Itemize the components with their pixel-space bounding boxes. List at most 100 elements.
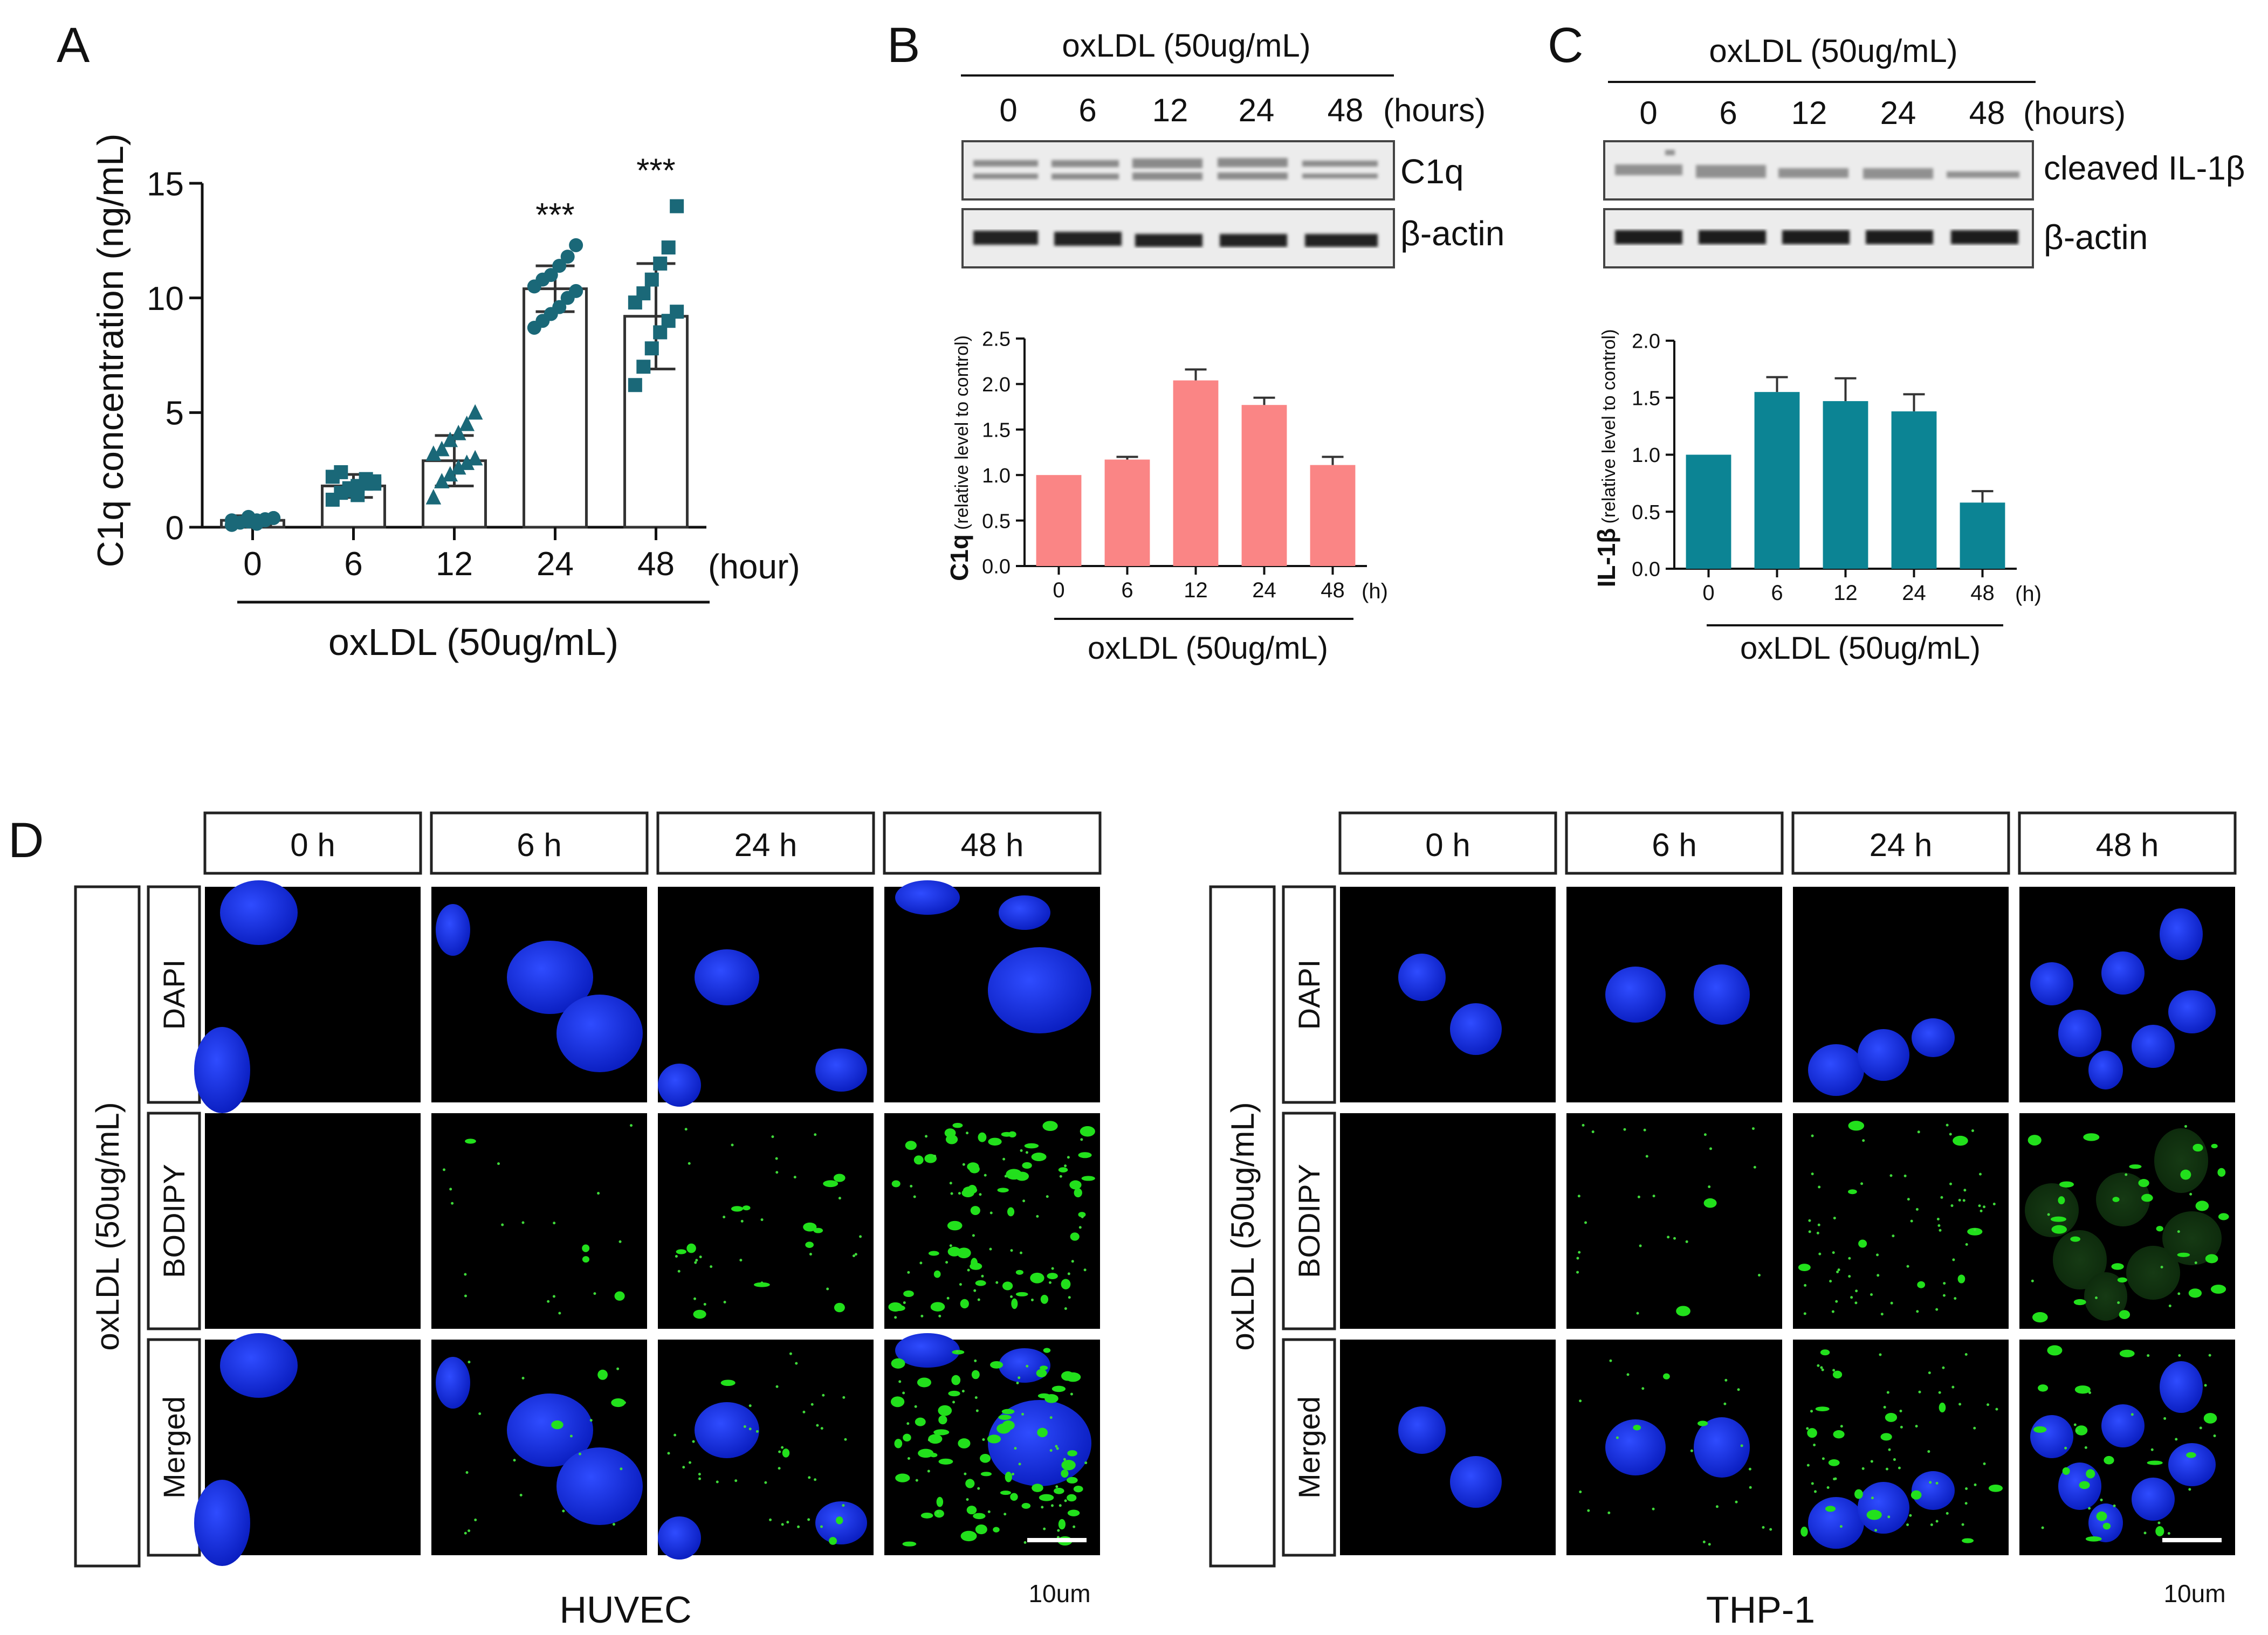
lipid-droplet [914,1405,917,1408]
nucleus [1694,964,1750,1025]
lipid-droplet [1907,1198,1910,1201]
lipid-droplet [2195,1201,2209,1211]
lipid-droplet [1031,1153,1047,1161]
treatment-label-box [74,885,141,1568]
lipid-droplet [1769,1528,1772,1531]
lipid-droplet [963,1186,978,1194]
nucleus [2101,1404,2145,1447]
lipid-droplet [834,1302,845,1313]
lipid-droplet [781,1523,784,1526]
lipid-droplet [1918,1390,1921,1393]
lipid-droplet [2119,1349,2135,1357]
channel-label-box [1282,1338,1336,1557]
lipid-droplet [1951,1385,1955,1389]
lipid-droplet [1973,1228,1976,1231]
lipid-droplet [966,1498,969,1501]
lipid-droplet [905,1141,917,1150]
lipid-droplet [2038,1384,2049,1392]
lipid-droplet [854,1253,857,1256]
lipid-droplet [677,1270,681,1273]
lipid-droplet [1935,1520,1939,1523]
lipid-droplet [906,1422,910,1425]
lipid-droplet [1992,1202,1996,1205]
lipid-droplet [2031,1279,2034,1282]
lipid-droplet [2073,1423,2077,1426]
lipid-droplet [1020,1149,1023,1152]
lipid-droplet [1906,1523,1909,1527]
lipid-droplet [949,1182,952,1185]
lipid-droplet [2113,1504,2116,1507]
lipid-droplet [1043,1527,1046,1530]
channel-label-bodipy: BODIPY [1292,1164,1326,1278]
channel-label-box [1282,1112,1336,1330]
lipid-droplet [973,1289,977,1292]
data-point [434,473,450,488]
nucleus [658,1516,701,1560]
nucleus [2030,962,2073,1005]
lipid-droplet [952,1401,956,1404]
panel-b-xlabel: oxLDL (50ug/mL) [1088,631,1328,666]
lipid-droplet [1078,1226,1082,1229]
lipid-droplet [894,1316,897,1319]
lipid-droplet [1964,1353,1968,1356]
lipid-droplet [1050,1504,1054,1507]
nucleus [1858,1029,1909,1081]
nucleus [1450,1003,1502,1055]
x-tick-label-6: 6 [1121,578,1133,602]
lipid-droplet [2075,1425,2088,1436]
lipid-droplet [1828,1459,1840,1466]
lipid-droplet [1067,1450,1077,1457]
time-header-box [2018,811,2237,875]
lipid-droplet [1641,1387,1645,1390]
lipid-droplet [693,1309,706,1319]
nucleus [988,947,1091,1033]
lipid-droplet [1735,1500,1738,1503]
lipid-droplet [1584,1221,1587,1224]
image-bodipy-2 [1793,1113,2009,1329]
lipid-droplet [1616,1436,1619,1439]
lipid-droplet [1889,1174,1893,1177]
lipid-droplet [1880,1313,1884,1316]
channel-label-dapi: DAPI [157,960,191,1030]
lipid-droplet [990,1361,1004,1369]
lipid-droplet [1858,1239,1867,1248]
image-bodipy-0 [205,1113,421,1329]
blot-b-actin-label: β-actin [1400,214,1504,253]
lipid-droplet [612,1523,615,1526]
panel-c-ylabel: IL-1β (relative level to control) [1592,329,1620,588]
lipid-droplet [1080,1126,1095,1137]
channel-label-dapi: DAPI [1292,960,1326,1030]
cell-autofluor [2084,1272,2127,1321]
lipid-droplet [2088,1391,2092,1394]
lipid-droplet [2096,1511,2107,1521]
data-point [569,238,583,252]
lipid-droplet [1946,1123,1949,1127]
lipid-droplet [902,1391,905,1395]
nucleus [1450,1456,1502,1508]
cell-autofluor [2154,1128,2208,1193]
lipid-droplet [597,1369,608,1380]
lipid-droplet [1032,1484,1043,1492]
lipid-droplet [2194,1261,2197,1265]
lipid-droplet [859,1235,862,1238]
lipid-droplet [1623,1128,1626,1131]
lipid-droplet [1081,1215,1084,1218]
lipid-droplet [1579,1399,1582,1403]
lipid-droplet [1899,1410,1902,1413]
lipid-droplet [946,1296,950,1300]
lipid-droplet [970,1263,982,1270]
x-tick-label-24: 24 [537,546,574,583]
panel-d-letter: D [8,813,44,868]
lipid-droplet [810,1403,814,1406]
lipid-droplet [1848,1275,1851,1278]
nucleus [2160,908,2203,960]
lipid-droplet [620,1467,623,1471]
lipid-droplet [723,1300,726,1303]
lipid-droplet [1937,1224,1941,1227]
lipid-droplet [1967,1227,1983,1236]
blot-c-actin-bands [1615,230,2018,244]
lipid-droplet [1626,1373,1630,1376]
lipid-droplet [1826,1486,1830,1489]
panel-b-time-0: 0 [999,92,1017,128]
lipid-droplet [950,1192,953,1195]
